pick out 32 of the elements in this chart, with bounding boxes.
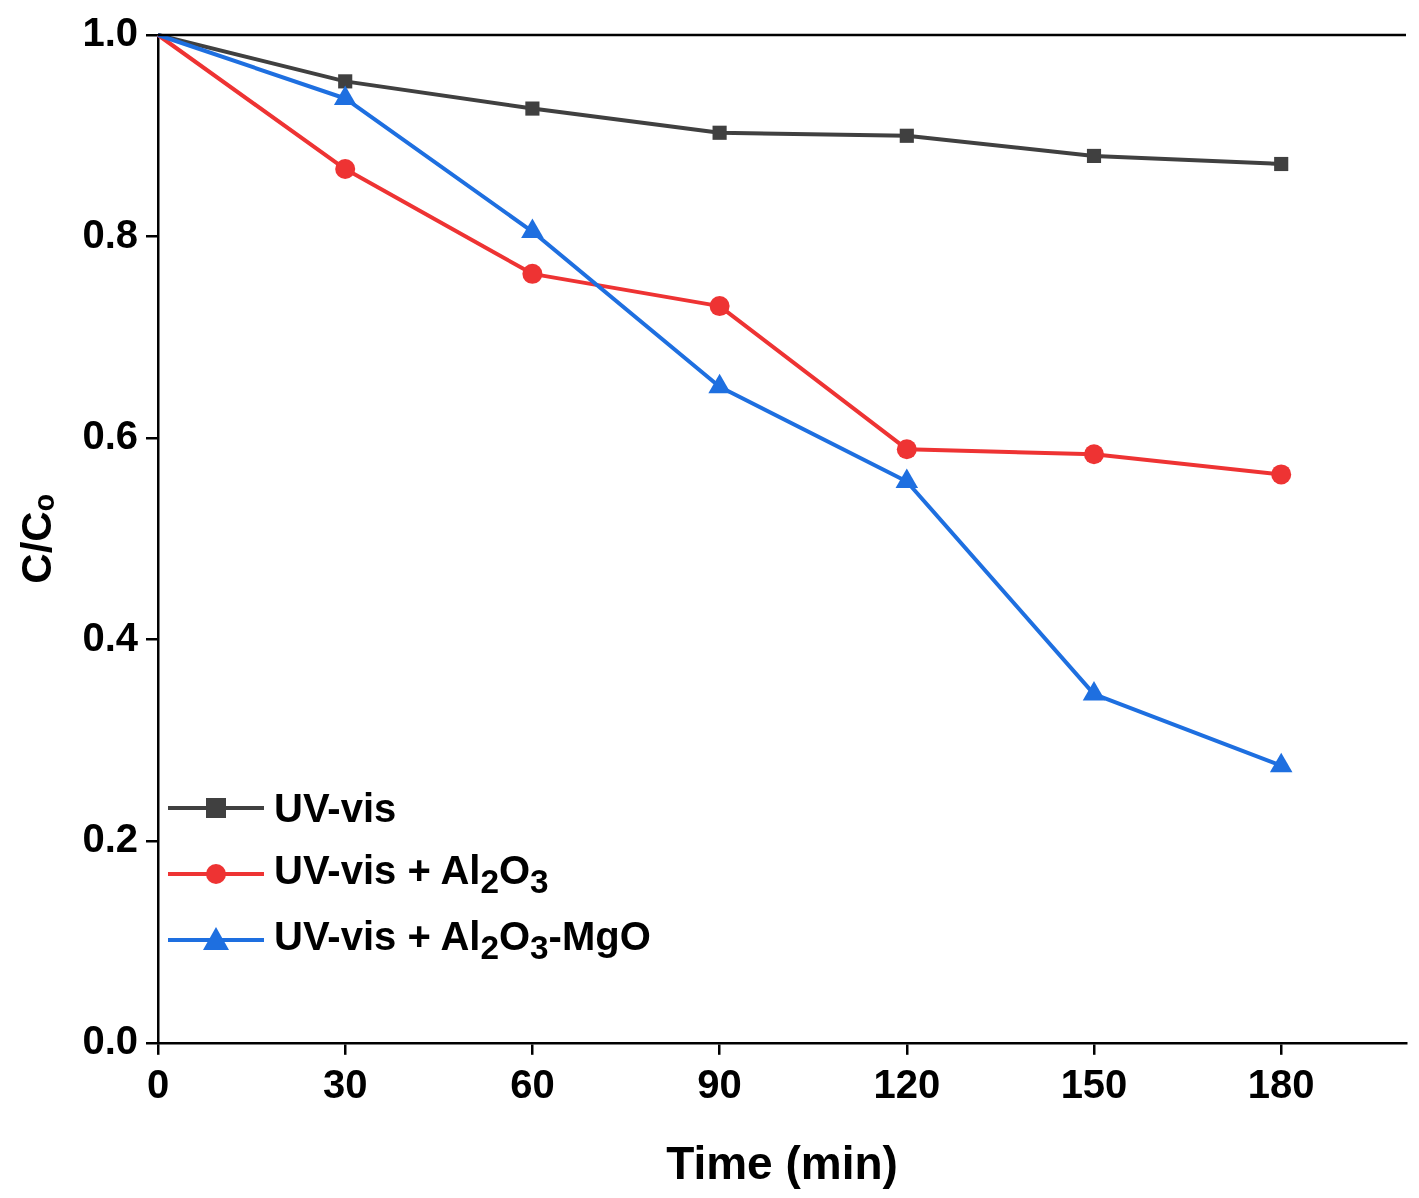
- x-tick-label: 90: [697, 1061, 742, 1106]
- legend-label: UV-vis + Al$_{2}$O$_{3}$: [274, 847, 549, 901]
- point: [896, 439, 917, 460]
- x-tick-label: 60: [510, 1061, 555, 1106]
- point: [335, 159, 356, 180]
- legend-label: UV-vis + Al$_{2}$O$_{3}$-MgO: [274, 913, 651, 967]
- y-tick-label: 0.4: [82, 614, 139, 659]
- y-tick-label: 0.6: [82, 413, 139, 458]
- point: [1271, 464, 1292, 485]
- x-tick-label: 180: [1247, 1061, 1315, 1106]
- legend-label: UV-vis: [274, 785, 397, 831]
- x-axis-title: Time (min): [666, 1137, 898, 1190]
- point: [1274, 156, 1289, 172]
- point: [338, 74, 353, 89]
- point: [899, 128, 914, 143]
- y-tick-label: 1.0: [82, 10, 139, 55]
- y-axis-title: C/Cₒ: [12, 494, 60, 584]
- x-tick-label: 30: [322, 1061, 368, 1106]
- y-tick-label: 0.0: [82, 1017, 139, 1062]
- point: [709, 296, 730, 317]
- x-tick-label: 0: [146, 1061, 170, 1106]
- y-tick-label: 0.8: [82, 211, 139, 256]
- point: [712, 125, 727, 140]
- point: [522, 263, 543, 284]
- x-tick-label: 150: [1060, 1061, 1128, 1106]
- point: [1086, 148, 1102, 164]
- point: [1084, 444, 1104, 465]
- x-tick-label: 120: [873, 1061, 941, 1106]
- point: [1082, 681, 1106, 701]
- y-tick-label: 0.2: [82, 816, 139, 861]
- point: [1269, 752, 1293, 773]
- point: [525, 101, 540, 116]
